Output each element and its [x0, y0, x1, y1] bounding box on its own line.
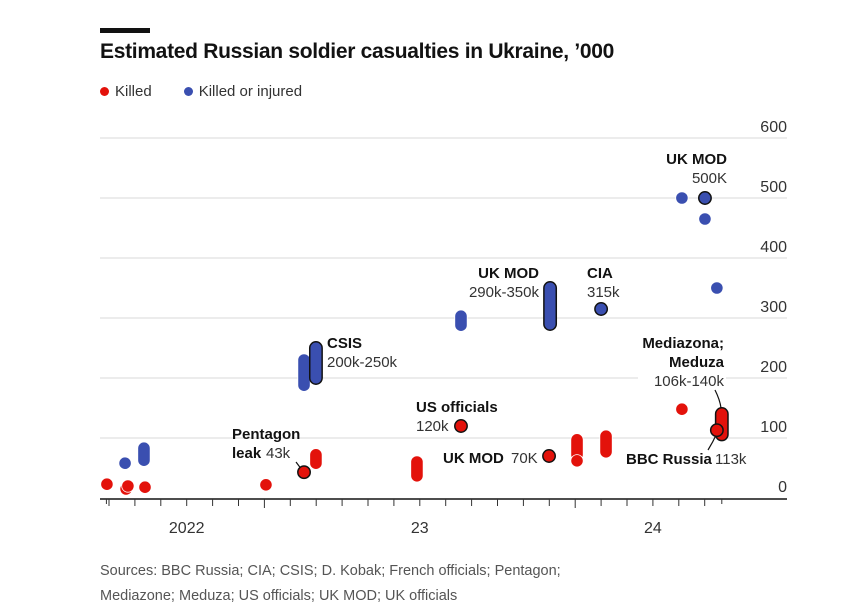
data-point-killed [570, 454, 584, 468]
data-range-killed-or-injured [543, 281, 558, 331]
data-point-killed-or-injured [710, 281, 724, 295]
data-range-killed [309, 448, 323, 470]
legend-item-killed: Killed [100, 83, 152, 100]
data-range-killed-or-injured [454, 309, 468, 332]
y-tick-label-0: 0 [778, 479, 787, 496]
annotation-ukmod-range-label: UK MOD [478, 265, 539, 282]
annotation-mediazona-label-2: Meduza [669, 354, 725, 371]
data-range-killed-or-injured [297, 353, 311, 392]
header-rule [100, 28, 150, 33]
sources-line-2: Mediazone; Meduza; US officials; UK MOD;… [100, 588, 458, 604]
legend-label-killed-or-injured: Killed or injured [198, 83, 303, 100]
x-tick-label-2022: 2022 [169, 520, 205, 537]
annotation-ukmod-70-value: 70K [511, 450, 538, 467]
y-tick-label-100: 100 [760, 419, 787, 436]
y-tick-label-600: 600 [760, 119, 787, 136]
annotation-us-officials-label: US officials [416, 399, 498, 416]
leader-mediazona [714, 389, 722, 409]
annotation-bbc-value: 113k [715, 451, 747, 468]
annotations: Pentagon leak 43k CSIS 200k-250k US offi… [232, 151, 747, 468]
annotation-pentagon-value: 43k [266, 445, 291, 462]
annotation-mediazona-backdrop [638, 364, 726, 384]
data-point-killed-or-injured [675, 191, 689, 205]
y-axis-tick-labels: 0 100 200 300 400 500 600 [760, 119, 787, 496]
data-range-killed [599, 429, 613, 459]
annotation-pentagon-label: Pentagon [232, 426, 300, 443]
annotation-csis-value: 200k-250k [327, 354, 398, 371]
sources-line-1: Sources: BBC Russia; CIA; CSIS; D. Kobak… [100, 563, 561, 579]
y-tick-label-300: 300 [760, 299, 787, 316]
annotation-ukmod-range-value: 290k-350k [469, 284, 540, 301]
annotation-cia-label: CIA [587, 265, 613, 282]
data-point-killed [297, 465, 311, 480]
data-point-killed [121, 479, 135, 493]
x-tick-label-24: 24 [644, 520, 662, 537]
annotation-bbc-label: BBC Russia [626, 451, 713, 468]
data-point-killed [675, 402, 689, 416]
legend-item-killed-or-injured: Killed or injured [183, 83, 303, 100]
data-point-killed [259, 478, 273, 492]
annotation-us-officials-value: 120k [416, 418, 449, 435]
data-range-killed-or-injured [308, 341, 323, 385]
gridlines [100, 137, 787, 439]
data-point-killed-or-injured [118, 456, 132, 470]
annotation-pentagon-label-2: leak [232, 445, 262, 462]
annotation-ukmod-500-value: 500K [692, 170, 727, 187]
y-tick-label-400: 400 [760, 239, 787, 256]
x-axis: 2022 23 24 [100, 498, 787, 537]
y-tick-label-200: 200 [760, 359, 787, 376]
legend-label-killed: Killed [115, 83, 152, 100]
y-tick-label-500: 500 [760, 179, 787, 196]
data-point-killed [542, 449, 556, 463]
legend-swatch-killed-or-injured [183, 87, 193, 96]
x-tick-label-23: 23 [411, 520, 429, 537]
data-marks [100, 191, 729, 496]
sources-note: Sources: BBC Russia; CIA; CSIS; D. Kobak… [100, 559, 660, 609]
data-point-killed [709, 423, 724, 438]
data-range-killed-or-injured [137, 441, 151, 467]
annotation-cia-value: 315k [587, 284, 620, 301]
annotation-ukmod-500-label: UK MOD [666, 151, 727, 168]
annotation-csis-label: CSIS [327, 335, 362, 352]
annotation-ukmod-70-label: UK MOD [443, 450, 504, 467]
data-range-killed [410, 455, 424, 483]
data-point-killed [454, 419, 468, 433]
data-point-killed [100, 477, 114, 491]
annotation-mediazona-value: 106k-140k [654, 373, 725, 390]
legend: Killed Killed or injured [100, 83, 302, 100]
data-point-killed-or-injured [698, 191, 712, 205]
annotation-mediazona-label: Mediazona; [642, 335, 724, 352]
legend-swatch-killed [100, 87, 109, 96]
data-point-killed-or-injured [698, 212, 712, 226]
data-point-killed [138, 480, 152, 494]
data-point-killed-or-injured [594, 302, 609, 316]
chart-title: Estimated Russian soldier casualties in … [100, 40, 614, 63]
